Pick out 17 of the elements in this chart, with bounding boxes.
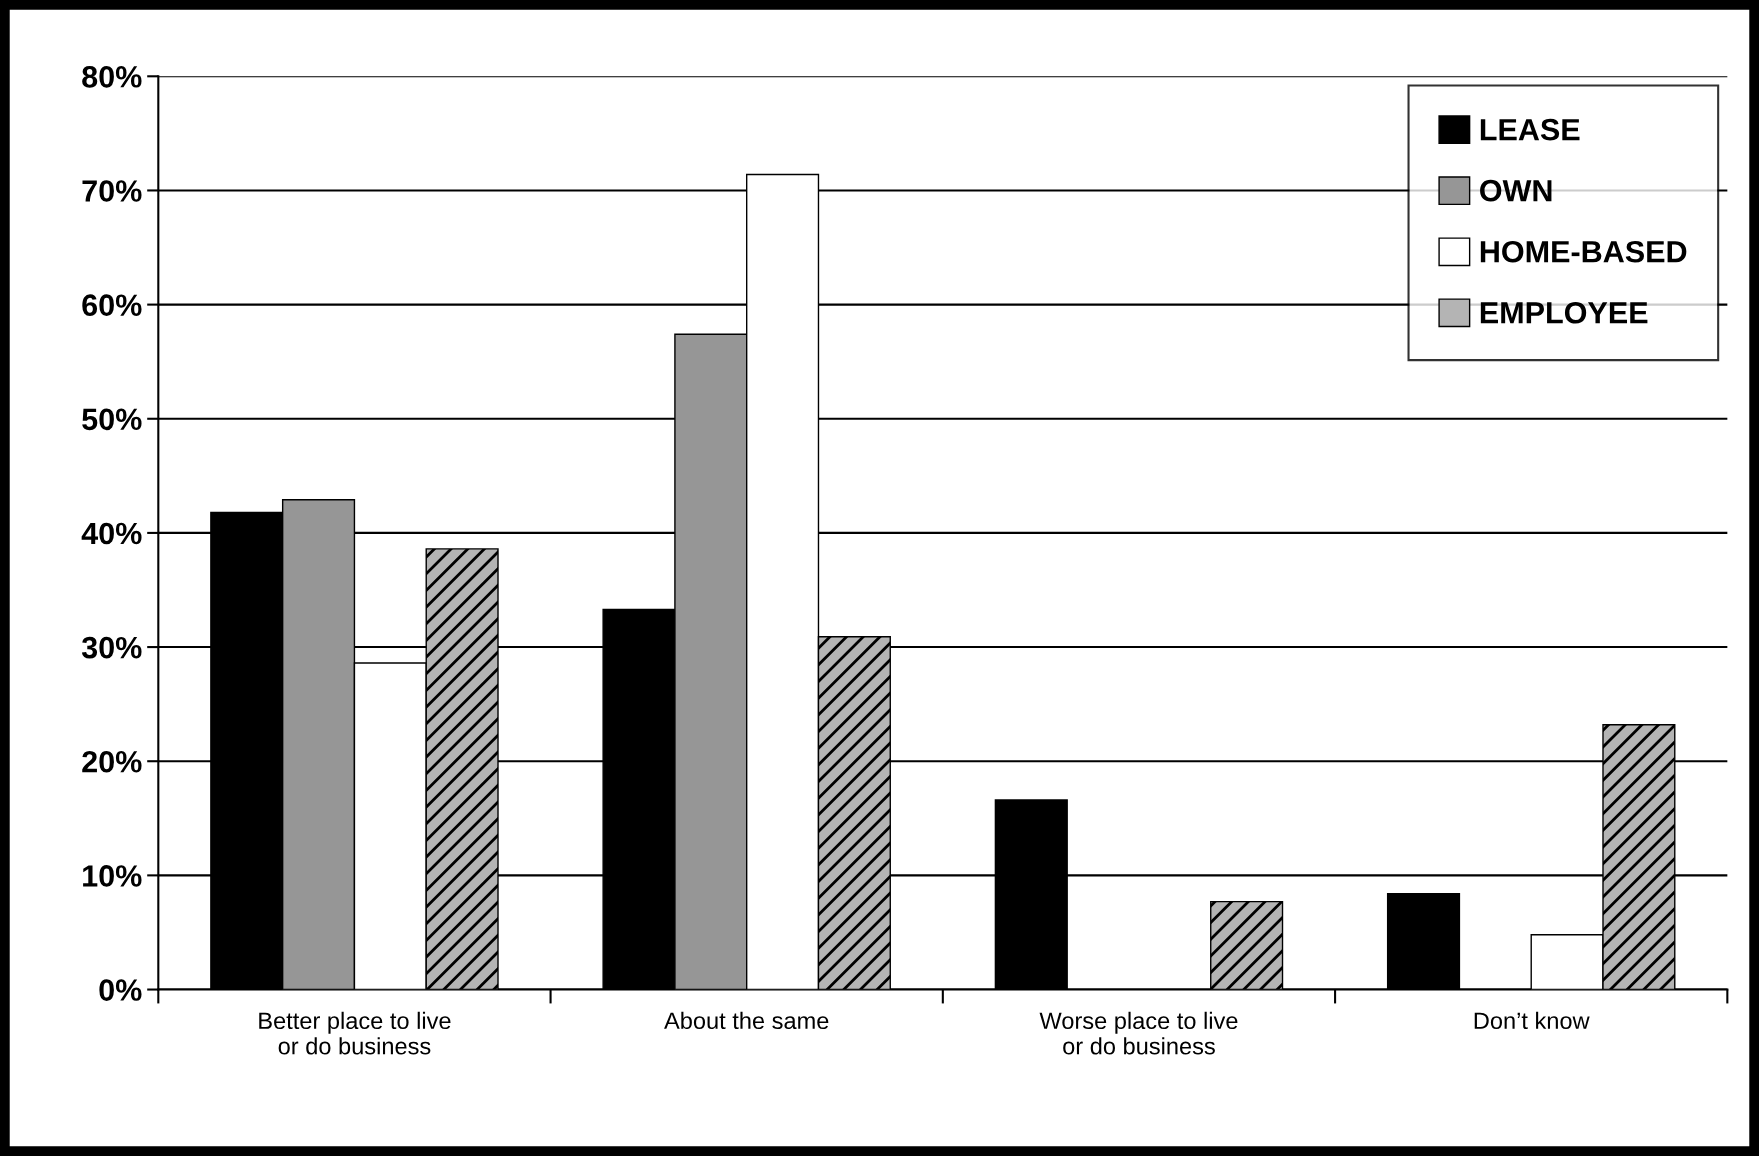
x-tick-label: Better place to live or do business <box>259 1011 451 1055</box>
y-tick-label: 20% <box>82 750 142 773</box>
legend-label: OWN <box>1480 179 1552 202</box>
y-tick-label: 40% <box>81 522 142 545</box>
x-tick-label: Don’t know <box>1474 1011 1590 1030</box>
x-tick-label: Worse place to live or do business <box>1039 1011 1238 1055</box>
y-tick-label: 0% <box>99 979 142 1001</box>
legend-label: LEASE <box>1480 118 1580 141</box>
y-tick-label: 30% <box>81 636 142 659</box>
y-tick-label: 50% <box>82 408 142 431</box>
y-tick-label: 60% <box>82 294 142 316</box>
legend-label: EMPLOYEE <box>1480 301 1648 324</box>
y-tick-label: 80% <box>82 66 142 88</box>
legend-label: HOME-BASED <box>1480 240 1687 263</box>
y-tick-label: 70% <box>82 180 142 202</box>
x-tick-label: About the same <box>664 1011 829 1030</box>
y-tick-label: 10% <box>83 865 142 887</box>
